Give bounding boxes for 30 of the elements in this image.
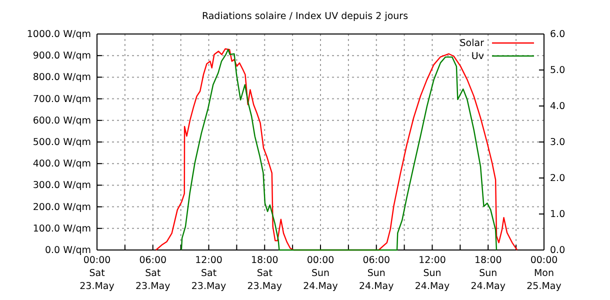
x-tick-label: 18:00 Sat 23.May — [247, 255, 282, 292]
chart-title: Radiations solaire / Index UV depuis 2 jours — [202, 11, 408, 22]
y-tick-label: 1000.0 W/qm — [26, 29, 91, 40]
y-tick-label: 800.0 W/qm — [32, 72, 91, 84]
y-tick-label: 300.0 W/qm — [32, 180, 91, 192]
y-tick-label: 500.0 W/qm — [32, 137, 91, 148]
y2-tick-label: 3.0 — [550, 137, 566, 148]
y-tick-label: 700.0 W/qm — [32, 94, 91, 105]
y-tick-label: 900.0 W/qm — [32, 50, 91, 62]
legend-label: Solar — [460, 38, 484, 49]
x-tick-label: 18:00 Sun 24.May — [470, 255, 506, 292]
y-tick-label: 0.0 W/qm — [44, 245, 91, 256]
y-tick-label: 100.0 W/qm — [32, 223, 91, 234]
x-tick-label: 12:00 Sun 24.May — [414, 255, 450, 292]
x-tick-label: 00:00 Sun 24.May — [303, 255, 338, 292]
x-tick-label: 06:00 Sun 24.May — [359, 255, 394, 292]
x-tick-label: 12:00 Sat 23.May — [191, 255, 226, 292]
y-tick-label: 600.0 W/qm — [32, 115, 91, 126]
y-tick-label: 200.0 W/qm — [32, 202, 91, 213]
y2-tick-label: 0.0 — [550, 245, 566, 256]
y-tick-label: 400.0 W/qm — [32, 158, 91, 170]
y2-tick-label: 2.0 — [550, 173, 566, 184]
y2-tick-label: 6.0 — [550, 29, 566, 40]
x-tick-label: 00:00 Sat 23.May — [80, 255, 115, 292]
y2-tick-label: 1.0 — [550, 209, 566, 220]
y2-tick-label: 5.0 — [550, 65, 566, 76]
legend-label: Uv — [471, 51, 484, 62]
x-tick-label: 06:00 Sat 23.May — [136, 255, 171, 292]
x-tick-label: 00:00 Mon 25.May — [526, 255, 562, 292]
y2-tick-label: 4.0 — [550, 101, 566, 112]
